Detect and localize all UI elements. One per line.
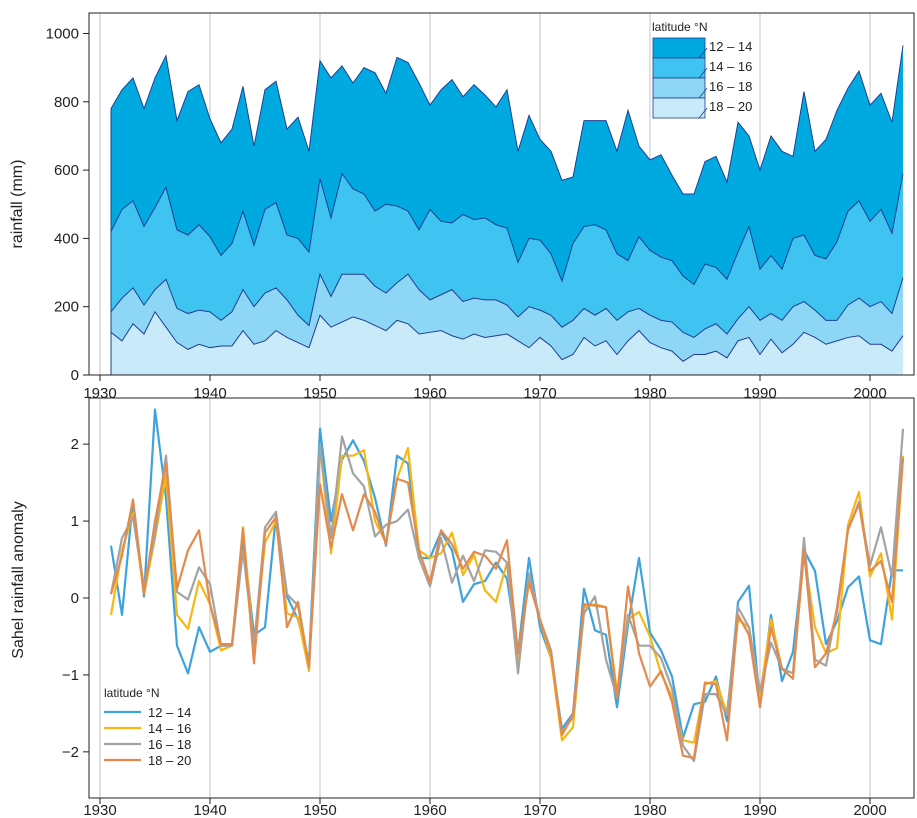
x-tick-label: 1950 [303, 802, 336, 818]
plot-frame [88, 12, 915, 376]
legend-label: 18 – 20 [148, 753, 191, 768]
y-tick-label: −2 [62, 744, 79, 761]
legend-label: 16 – 18 [709, 79, 752, 94]
y-tick-label: 800 [54, 94, 79, 111]
x-tick-label: 1980 [633, 802, 666, 818]
y-tick-label: −1 [62, 667, 79, 684]
x-tick-label: 1990 [743, 802, 776, 818]
series-boundary-lines [110, 45, 904, 375]
legend-label: 12 – 14 [709, 39, 752, 54]
area-band [111, 45, 903, 285]
legend-swatch [652, 37, 706, 59]
legend-label: 14 – 16 [709, 59, 752, 74]
legend-leader [698, 67, 708, 79]
series-line [109, 428, 905, 763]
grid-lines [99, 398, 871, 798]
area-band [111, 274, 903, 362]
legend-swatch [652, 57, 706, 79]
area-boundary-line [110, 45, 904, 195]
axis-ticks [83, 443, 871, 804]
area-band [111, 311, 903, 375]
x-tick-label: 2000 [853, 802, 886, 818]
legend-leader [698, 87, 708, 99]
tick-labels: 1930 1940 1950 1960 1970 1980 1990 2000 −2 −1 0 1 2 [62, 436, 887, 818]
legend-swatch [652, 77, 706, 99]
area-boundary-line [110, 172, 904, 286]
y-tick-label: 1 [71, 513, 79, 530]
x-tick-label: 1970 [523, 802, 556, 818]
x-tick-label: 1960 [413, 802, 446, 818]
series-line [109, 444, 905, 744]
legend-title: latitude °N [104, 686, 160, 700]
y-axis-title: Sahel rainfall anomaly [10, 501, 27, 658]
series-line [109, 457, 905, 760]
stacked-areas [111, 45, 903, 375]
legend-label: 12 – 14 [148, 705, 191, 720]
area-boundary-line [110, 310, 904, 362]
legend-swatch [652, 97, 706, 119]
legend-label: 16 – 18 [148, 737, 191, 752]
rainfall-area-panel: 1930 1940 1950 1960 1970 1980 1990 200002004006… [9, 12, 915, 402]
legend-label: 14 – 16 [148, 721, 191, 736]
y-tick-label: 600 [54, 162, 79, 179]
x-tick-label: 1940 [193, 802, 226, 818]
series-line [109, 408, 903, 740]
legend-leader [698, 47, 708, 59]
y-tick-label: 0 [71, 590, 79, 607]
legend-leader [698, 107, 708, 119]
y-tick-label: 2 [71, 436, 79, 453]
y-tick-label: 0 [71, 367, 79, 384]
legend: latitude °N 12 – 14 14 – 16 16 – 18 18 – 20 [652, 20, 752, 119]
area-boundary-line [110, 272, 904, 339]
y-tick-label: 400 [54, 230, 79, 247]
anomaly-line-panel: 1930 1940 1950 1960 1970 1980 1990 2000 −2 −1 0 12 … [10, 397, 915, 818]
x-tick-label: 1930 [83, 802, 116, 818]
plot-frame [88, 397, 915, 799]
y-tick-label: 1000 [46, 25, 79, 42]
y-tick-label: 200 [54, 299, 79, 316]
area-band [111, 173, 903, 338]
y-axis-title: rainfall (mm) [9, 160, 26, 249]
axis-ticks [83, 32, 871, 381]
legend-title: latitude °N [652, 20, 708, 34]
legend-label: 18 – 20 [709, 99, 752, 114]
series-lines [109, 408, 905, 763]
